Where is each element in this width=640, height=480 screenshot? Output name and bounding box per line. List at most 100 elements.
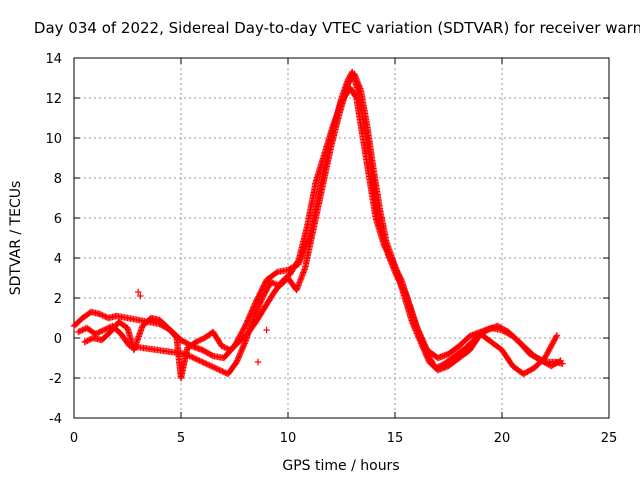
data-point	[235, 354, 242, 361]
data-point	[394, 269, 402, 277]
data-point	[396, 274, 404, 281]
data-point	[435, 363, 442, 370]
data-point	[84, 337, 91, 344]
data-point	[81, 338, 88, 346]
data-point	[214, 366, 222, 373]
data-point	[192, 338, 200, 346]
data-point	[253, 309, 260, 316]
data-point	[221, 344, 228, 351]
y-tick-label: 2	[54, 292, 62, 307]
x-axis-label: GPS time / hours	[282, 458, 399, 474]
data-point	[189, 354, 196, 361]
data-point	[234, 357, 241, 364]
x-tick-label: 15	[387, 431, 404, 446]
grid	[74, 58, 609, 418]
data-point-outlier	[137, 292, 144, 300]
axis-ticks: 0 5 10 15 20 25 -4 -2 0 2 4 6 8 10 12 14	[45, 52, 617, 446]
y-tick-label: 0	[54, 332, 62, 347]
y-tick-label: 14	[45, 52, 62, 67]
data-point	[220, 368, 227, 376]
data-point	[557, 357, 564, 364]
data-point	[270, 280, 277, 287]
plot-frame	[73, 57, 610, 419]
data-point	[553, 333, 560, 340]
data-point	[92, 330, 99, 338]
data-point	[553, 332, 561, 339]
x-tick-label: 5	[177, 431, 185, 446]
data-point	[197, 336, 204, 344]
data-point	[395, 271, 402, 278]
data-point	[390, 261, 398, 268]
data-point	[257, 299, 264, 306]
data-point	[432, 364, 439, 372]
data-point	[392, 264, 399, 271]
data-point	[222, 344, 230, 352]
data-point	[194, 338, 201, 345]
y-axis-label: SDTVAR / TECUs	[8, 181, 24, 296]
data-point	[218, 342, 225, 350]
data-point	[252, 310, 259, 317]
y-tick-label: 8	[54, 172, 62, 187]
data-point	[242, 321, 250, 328]
data-point	[393, 267, 401, 274]
data-point	[254, 304, 262, 312]
data-point	[240, 343, 247, 350]
y-tick-label: 12	[45, 92, 62, 107]
data-point	[76, 328, 83, 335]
data-point	[256, 300, 264, 307]
x-tick-label: 10	[280, 431, 297, 446]
data-point	[190, 354, 198, 362]
data-point	[242, 322, 249, 330]
data-point	[87, 336, 94, 343]
data-point	[102, 313, 109, 320]
data-point	[556, 358, 563, 365]
data-point	[96, 310, 103, 318]
data-point	[237, 348, 245, 356]
data-point	[235, 353, 243, 360]
data-point	[197, 358, 205, 365]
data-point	[243, 319, 250, 327]
data-point	[394, 268, 401, 275]
data-point	[391, 262, 399, 270]
data-point	[202, 360, 209, 367]
data-point	[194, 356, 202, 364]
data-point	[105, 324, 112, 332]
data-point	[207, 362, 215, 370]
data-point	[97, 328, 105, 335]
x-tick-label: 20	[494, 431, 511, 446]
data-point	[436, 362, 444, 370]
data-point	[438, 362, 445, 369]
data-point	[233, 358, 240, 366]
data-point	[208, 352, 215, 359]
x-tick-label: 0	[70, 431, 78, 446]
data-point	[256, 301, 263, 309]
data-point	[93, 330, 101, 337]
data-point	[254, 306, 261, 313]
data-point	[243, 318, 251, 325]
data-point	[192, 355, 199, 362]
data-point	[219, 343, 227, 350]
data-point	[99, 327, 106, 334]
data-point	[269, 279, 276, 286]
data-point	[200, 359, 208, 366]
data-point	[77, 327, 85, 334]
data-point	[100, 312, 108, 320]
data-point	[433, 364, 441, 371]
data-point	[198, 336, 205, 343]
data-point-outlier	[254, 358, 262, 366]
data-point	[390, 260, 397, 267]
data-point	[100, 326, 108, 334]
data-point	[209, 363, 216, 370]
data-point	[82, 338, 90, 345]
data-point	[193, 356, 200, 363]
data-point	[203, 360, 210, 368]
data-point	[255, 303, 262, 310]
data-point	[219, 368, 226, 375]
y-tick-label: 10	[45, 132, 62, 147]
data-point	[237, 350, 244, 357]
data-point	[213, 365, 220, 372]
data-point	[396, 272, 403, 280]
data-marks	[70, 68, 566, 382]
data-point	[258, 296, 265, 303]
